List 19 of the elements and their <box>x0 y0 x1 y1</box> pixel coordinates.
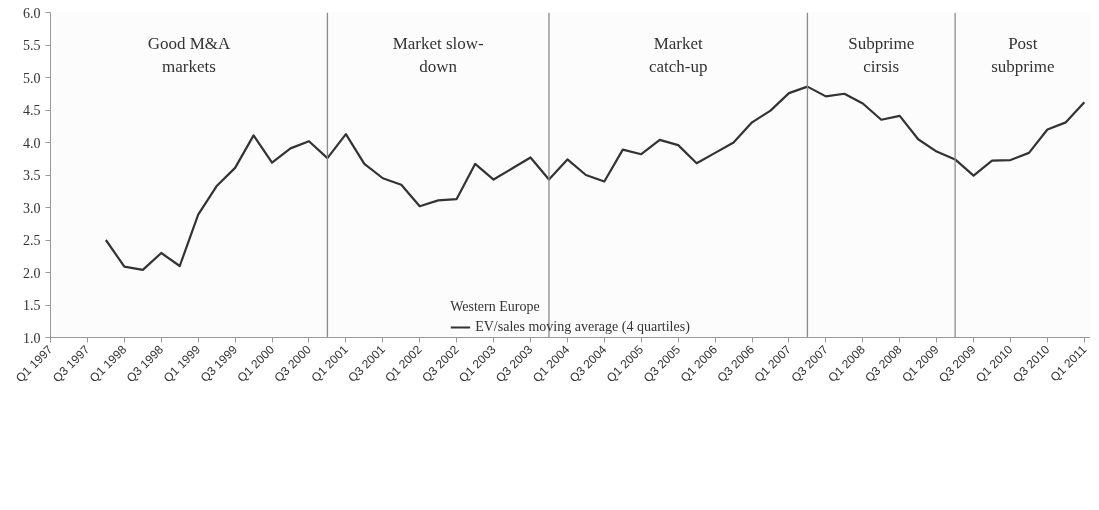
annotation: Good M&A markets <box>147 33 232 76</box>
annotation: Market slow- down <box>392 33 485 76</box>
line-series <box>104 85 1086 271</box>
y-tick-label: 1.5 <box>23 298 41 313</box>
y-tick-label: 2.0 <box>23 265 41 281</box>
y-tick-label: 2.5 <box>23 233 41 248</box>
y-tick-label: 3.0 <box>23 200 41 216</box>
y-tick-label: 4.5 <box>23 103 41 118</box>
legend-title: Western Europe <box>450 299 541 315</box>
annotation: Post subprime <box>991 33 1055 76</box>
y-tick-label: 6.0 <box>23 5 41 21</box>
annotation: Subprime cirsis <box>848 33 915 76</box>
y-tick-label: 5.5 <box>23 38 41 53</box>
y-tick-label: 4.0 <box>23 135 41 151</box>
legend-label: EV/sales moving average (4 quartiles) <box>475 319 690 335</box>
y-tick-label: 3.5 <box>23 168 41 183</box>
annotation: Market catch-up <box>648 33 708 76</box>
y-tick-label: 5.0 <box>23 70 41 86</box>
y-tick-label: 1.0 <box>23 330 41 346</box>
